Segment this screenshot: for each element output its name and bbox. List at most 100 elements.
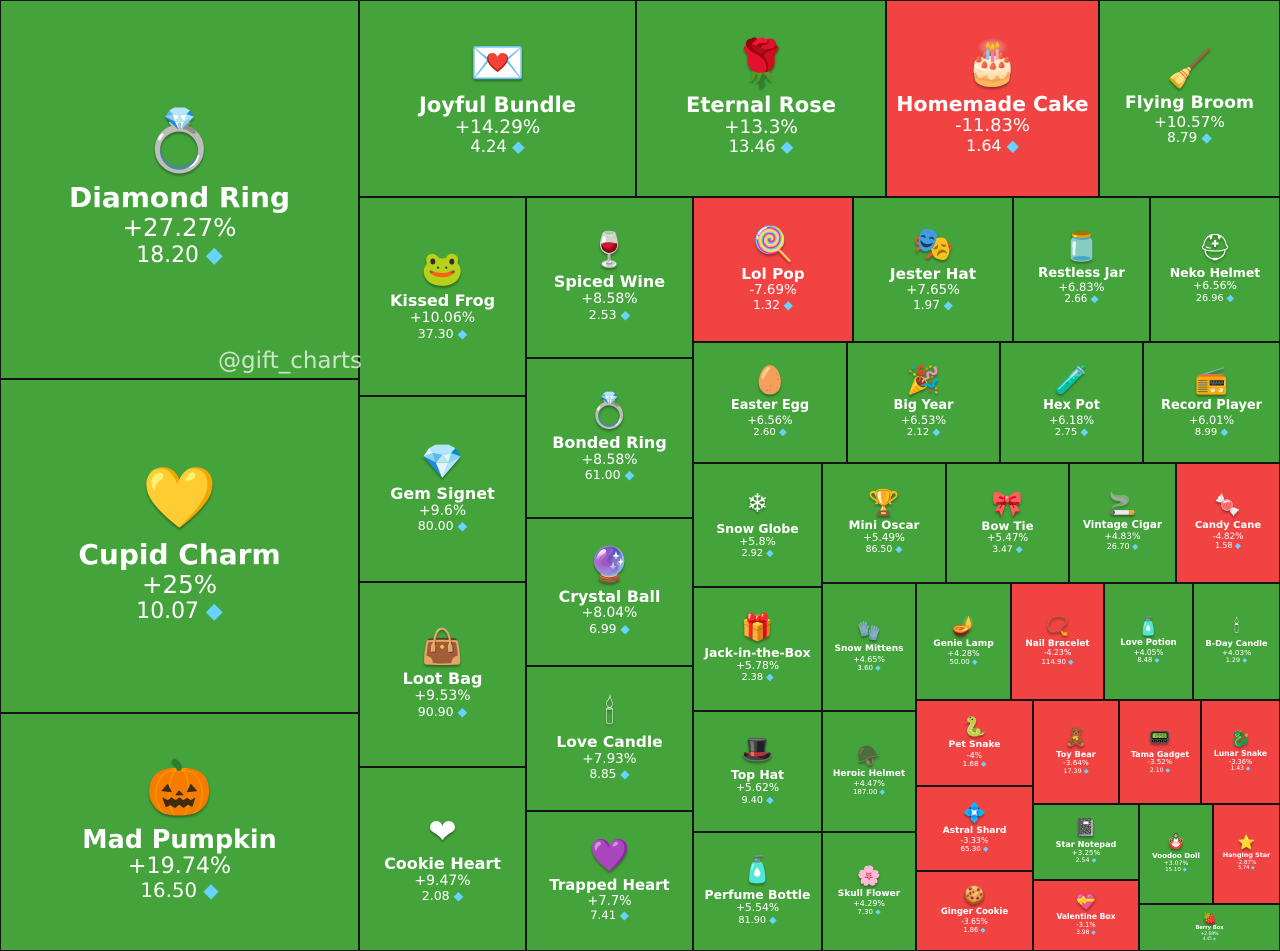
tile-berry-box[interactable]: 🍓 Berry Box +2.69% 4.45 ◆ [1139, 904, 1280, 951]
tile-tama-gadget[interactable]: 📟 Tama Gadget -3.52% 2.10 ◆ [1119, 700, 1201, 804]
tile-spiced-wine[interactable]: 🍷 Spiced Wine +8.58% 2.53 ◆ [526, 197, 693, 358]
item-price: 1.29 ◆ [1226, 656, 1248, 665]
item-name: Restless Jar [1038, 265, 1125, 281]
tile-joyful-bundle[interactable]: 💌 Joyful Bundle +14.29% 4.24 ◆ [359, 0, 636, 197]
tile-voodoo-doll[interactable]: 🪆 Voodoo Doll +3.07% 15.10 ◆ [1139, 804, 1213, 904]
tile-cupid-charm[interactable]: 💛 Cupid Charm +25% 10.07 ◆ [0, 379, 359, 713]
jar-icon: 🫙 [1064, 229, 1099, 263]
tile-nail-bracelet[interactable]: 📿 Nail Bracelet -4.23% 114.90 ◆ [1011, 583, 1104, 700]
item-name: Ginger Cookie [940, 907, 1009, 918]
item-change: +10.57% [1154, 112, 1225, 131]
tile-mad-pumpkin[interactable]: 🎃 Mad Pumpkin +19.74% 16.50 ◆ [0, 713, 359, 951]
tile-neko-helmet[interactable]: ⛑ Neko Helmet +6.56% 26.96 ◆ [1150, 197, 1280, 342]
tile-bonded-ring[interactable]: 💍 Bonded Ring +8.58% 61.00 ◆ [526, 358, 693, 518]
tile-record-player[interactable]: 📻 Record Player +6.01% 8.99 ◆ [1143, 342, 1280, 463]
item-price-value: 114.90 [1041, 658, 1066, 667]
item-change: -3.65% [961, 917, 988, 927]
item-name: Spiced Wine [553, 272, 666, 292]
gadget-icon: 📟 [1149, 727, 1171, 748]
rose-dome-icon: 🌹 [732, 35, 790, 89]
tile-homemade-cake[interactable]: 🎂 Homemade Cake -11.83% 1.64 ◆ [886, 0, 1099, 197]
item-name: Pet Snake [948, 738, 1001, 750]
diamond-icon: ◆ [1240, 656, 1248, 665]
item-price-value: 2.12 [906, 426, 930, 438]
gingerbread-icon: 🍪 [963, 885, 986, 907]
tile-eternal-rose[interactable]: 🌹 Eternal Rose +13.3% 13.46 ◆ [636, 0, 886, 197]
tile-lol-pop[interactable]: 🍭 Lol Pop -7.69% 1.32 ◆ [693, 197, 853, 342]
tile-gem-signet[interactable]: 💎 Gem Signet +9.6% 80.00 ◆ [359, 396, 526, 582]
ring-box-icon: 💍 [142, 106, 217, 177]
tile-big-year[interactable]: 🎉 Big Year +6.53% 2.12 ◆ [847, 342, 1000, 463]
item-name: B-Day Candle [1205, 638, 1268, 649]
tile-mini-oscar[interactable]: 🏆 Mini Oscar +5.49% 86.50 ◆ [822, 463, 946, 583]
item-price: 15.10 ◆ [1165, 867, 1187, 873]
diamond-icon: ◆ [779, 297, 793, 312]
tile-flying-broom[interactable]: 🧹 Flying Broom +10.57% 8.79 ◆ [1099, 0, 1280, 197]
tile-toy-bear[interactable]: 🧸 Toy Bear -3.64% 17.39 ◆ [1033, 700, 1119, 804]
item-name: Hex Pot [1043, 397, 1100, 413]
tile-perfume-bottle[interactable]: 🧴 Perfume Bottle +5.54% 81.90 ◆ [693, 832, 822, 951]
tile-love-candle[interactable]: 🕯 Love Candle +7.93% 8.85 ◆ [526, 666, 693, 811]
cookie-heart-icon: ❤ [428, 811, 457, 852]
item-change: -7.69% [749, 283, 797, 299]
tile-star-notepad[interactable]: 📓 Star Notepad +3.25% 2.54 ◆ [1033, 804, 1139, 880]
diamond-icon: ◆ [872, 908, 881, 917]
diamond-icon: ◆ [1077, 426, 1089, 438]
tile-loot-bag[interactable]: 👜 Loot Bag +9.53% 90.90 ◆ [359, 582, 526, 767]
tile-astral-shard[interactable]: 💠 Astral Shard -3.33% 65.30 ◆ [916, 786, 1033, 871]
tile-love-potion[interactable]: 🧴 Love Potion +4.05% 8.48 ◆ [1104, 583, 1193, 700]
tile-diamond-ring[interactable]: 💍 Diamond Ring +27.27% 18.20 ◆ [0, 0, 359, 379]
item-price-value: 4.45 [1202, 936, 1212, 942]
item-price-value: 6.99 [589, 621, 617, 636]
diamond-icon: ◆ [616, 621, 630, 636]
tile-snow-mittens[interactable]: 🧤 Snow Mittens +4.65% 3.60 ◆ [822, 583, 916, 711]
item-price-value: 2.92 [741, 548, 764, 560]
diamond-icon: ◆ [1087, 293, 1099, 306]
tile-kissed-frog[interactable]: 🐸 Kissed Frog +10.06% 37.30 ◆ [359, 197, 526, 396]
tile-skull-flower[interactable]: 🌸 Skull Flower +4.29% 7.30 ◆ [822, 832, 916, 951]
lollipop-icon: 🍭 [752, 223, 794, 263]
item-change: +3.25% [1071, 847, 1101, 857]
tile-lunar-snake[interactable]: 🐉 Lunar Snake -3.36% 1.43 ◆ [1201, 700, 1280, 804]
item-price-value: 3.60 [857, 663, 873, 672]
tile-heroic-helmet[interactable]: 🪖 Heroic Helmet +4.47% 187.00 ◆ [822, 711, 916, 832]
item-price: 1.97 ◆ [913, 298, 953, 313]
item-price-value: 1.58 [1215, 540, 1233, 550]
tile-hanging-star[interactable]: ⭐ Hanging Star -2.87% 5.74 ◆ [1213, 804, 1280, 904]
item-price: 1.32 ◆ [753, 297, 793, 313]
tile-top-hat[interactable]: 🎩 Top Hat +5.62% 9.40 ◆ [693, 711, 822, 832]
tile-b-day-candle[interactable]: 🕯 B-Day Candle +4.03% 1.29 ◆ [1193, 583, 1280, 700]
tile-cookie-heart[interactable]: ❤ Cookie Heart +9.47% 2.08 ◆ [359, 767, 526, 951]
tile-ginger-cookie[interactable]: 🍪 Ginger Cookie -3.65% 1.86 ◆ [916, 871, 1033, 951]
tile-jack-in-the-box[interactable]: 🎁 Jack-in-the-Box +5.78% 2.38 ◆ [693, 587, 822, 711]
tile-candy-cane[interactable]: 🍬 Candy Cane -4.82% 1.58 ◆ [1176, 463, 1280, 583]
item-price: 8.99 ◆ [1195, 427, 1228, 439]
diamond-icon: ◆ [1249, 865, 1255, 872]
tile-valentine-box[interactable]: 💝 Valentine Box -3.1% 3.98 ◆ [1033, 880, 1139, 951]
tile-jester-hat[interactable]: 🎭 Jester Hat +7.65% 1.97 ◆ [853, 197, 1013, 342]
mittens-icon: 🧤 [857, 620, 881, 643]
tile-crystal-ball[interactable]: 🔮 Crystal Ball +8.04% 6.99 ◆ [526, 518, 693, 666]
candle-cake-icon: 🕯 [1233, 616, 1240, 638]
tile-restless-jar[interactable]: 🫙 Restless Jar +6.83% 2.66 ◆ [1013, 197, 1150, 342]
tile-trapped-heart[interactable]: 💜 Trapped Heart +7.7% 7.41 ◆ [526, 811, 693, 951]
item-price: 61.00 ◆ [584, 467, 634, 483]
item-name: Kissed Frog [389, 291, 496, 311]
tile-bow-tie[interactable]: 🎀 Bow Tie +5.47% 3.47 ◆ [946, 463, 1069, 583]
item-name: Valentine Box [1056, 912, 1116, 922]
item-price: 2.60 ◆ [753, 427, 786, 439]
item-name: Bow Tie [981, 518, 1034, 533]
broom-icon: 🧹 [1166, 47, 1213, 91]
tile-snow-globe[interactable]: ❄ Snow Globe +5.8% 2.92 ◆ [693, 463, 822, 587]
item-price-value: 61.00 [584, 467, 621, 483]
item-name: Genie Lamp [933, 638, 994, 649]
tile-genie-lamp[interactable]: 🪔 Genie Lamp +4.28% 50.00 ◆ [916, 583, 1011, 700]
tile-vintage-cigar[interactable]: 🚬 Vintage Cigar +4.83% 26.70 ◆ [1069, 463, 1176, 583]
tile-hex-pot[interactable]: 🧪 Hex Pot +6.18% 2.75 ◆ [1000, 342, 1143, 463]
item-name: Mini Oscar [848, 518, 920, 533]
tile-pet-snake[interactable]: 🐍 Pet Snake -4% 1.68 ◆ [916, 700, 1033, 786]
lunar-snake-icon: 🐉 [1230, 728, 1251, 748]
item-price: 5.74 ◆ [1238, 865, 1255, 872]
diamond-icon: ◆ [1197, 130, 1212, 147]
tile-easter-egg[interactable]: 🥚 Easter Egg +6.56% 2.60 ◆ [693, 342, 847, 463]
